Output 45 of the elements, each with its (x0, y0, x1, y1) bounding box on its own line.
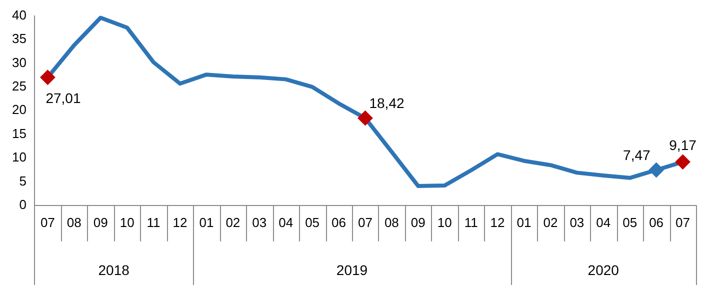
x-tick-label: 12 (490, 214, 505, 230)
y-tick-label: 35 (12, 31, 26, 46)
x-tick-label: 10 (437, 214, 452, 230)
x-tick-label: 11 (146, 214, 160, 230)
x-tick-label: 01 (516, 214, 532, 230)
x-tick-label: 09 (93, 214, 108, 230)
x-tick-label: 06 (649, 214, 664, 230)
y-tick-label: 30 (12, 54, 26, 70)
x-tick-label: 03 (252, 214, 267, 230)
point (675, 154, 690, 170)
y-tick-label: 40 (12, 7, 26, 22)
x-tick-label: 09 (410, 214, 426, 230)
text: 2019 (336, 262, 368, 278)
x-tick-label: 07 (676, 214, 690, 230)
y-tick-label: 5 (19, 173, 26, 188)
text: 2018 (98, 262, 130, 278)
data-label: 7,47 (623, 146, 651, 163)
data-label: 27,01 (46, 90, 81, 106)
data-label: 18,42 (369, 94, 404, 111)
x-tick-label: 05 (305, 214, 320, 230)
x-tick-label: 03 (570, 214, 584, 230)
point (40, 70, 56, 85)
x-tick-label: 04 (278, 214, 294, 230)
x-tick-label: 07 (40, 214, 55, 230)
text: 2020 (588, 262, 620, 278)
x-tick-label: 06 (332, 214, 346, 230)
x-tick-label: 05 (622, 214, 638, 230)
x-tick-label: 12 (172, 214, 188, 230)
y-tick-label: 0 (19, 196, 26, 212)
y-tick-label: 25 (12, 78, 26, 94)
point (358, 110, 373, 126)
data-label: 9,17 (669, 136, 697, 153)
x-tick-label: 04 (596, 214, 611, 230)
x-tick-label: 11 (464, 214, 478, 230)
x-tick-label: 01 (199, 214, 214, 230)
point (648, 162, 664, 178)
x-tick-label: 07 (358, 214, 372, 230)
x-tick-label: 02 (543, 214, 558, 230)
y-tick-label: 20 (12, 102, 26, 118)
x-tick-label: 08 (66, 214, 82, 230)
x-tick-label: 08 (384, 214, 399, 230)
y-tick-label: 10 (12, 150, 26, 165)
x-tick-label: 10 (120, 214, 134, 230)
y-tick-label: 15 (12, 126, 26, 141)
x-tick-label: 02 (226, 214, 240, 230)
